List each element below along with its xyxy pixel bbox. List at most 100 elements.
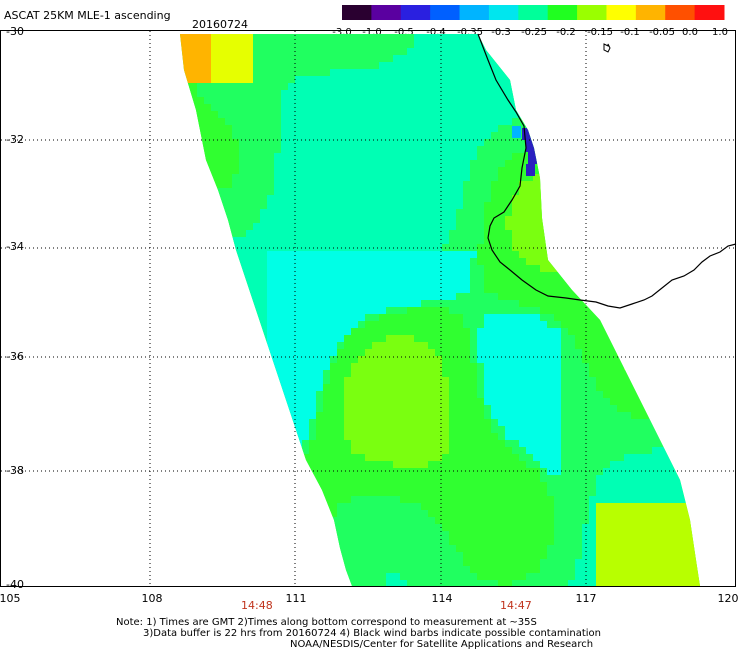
swath-cell	[540, 419, 547, 426]
swath-cell	[365, 363, 372, 370]
swath-cell	[694, 398, 700, 405]
swath-cell	[330, 265, 337, 272]
swath-cell	[554, 321, 561, 328]
swath-cell	[638, 34, 645, 41]
swath-cell	[323, 454, 330, 461]
swath-cell	[477, 384, 484, 391]
swath-cell	[239, 384, 246, 391]
swath-cell	[295, 111, 302, 118]
swath-cell	[232, 76, 239, 83]
swath-cell	[638, 265, 645, 272]
swath-cell	[610, 188, 617, 195]
swath-cell	[449, 391, 456, 398]
swath-cell	[337, 412, 344, 419]
swath-cell	[449, 384, 456, 391]
swath-cell	[456, 377, 463, 384]
swath-cell	[498, 76, 505, 83]
swath-cell	[246, 139, 253, 146]
swath-cell	[659, 153, 666, 160]
swath-cell	[323, 321, 330, 328]
swath-cell	[638, 167, 645, 174]
swath-cell	[687, 41, 694, 48]
swath-cell	[197, 482, 204, 489]
swath-cell	[407, 34, 414, 41]
swath-cell	[288, 111, 295, 118]
swath-cell	[302, 111, 309, 118]
swath-cell	[617, 377, 624, 384]
swath-cell	[180, 349, 183, 356]
swath-cell	[568, 216, 575, 223]
swath-cell	[211, 363, 218, 370]
swath-cell	[190, 48, 197, 55]
swath-cell	[260, 426, 267, 433]
swath-cell	[554, 97, 561, 104]
swath-cell	[183, 328, 190, 335]
swath-cell	[372, 118, 379, 125]
swath-cell	[498, 132, 505, 139]
swath-cell	[309, 489, 316, 496]
swath-cell	[337, 265, 344, 272]
swath-cell	[498, 174, 505, 181]
swath-cell	[225, 384, 232, 391]
swath-cell	[400, 328, 407, 335]
swath-cell	[456, 202, 463, 209]
swath-cell	[470, 265, 477, 272]
swath-cell	[365, 461, 372, 468]
swath-cell	[365, 293, 372, 300]
swath-cell	[421, 363, 428, 370]
swath-cell	[400, 167, 407, 174]
swath-cell	[596, 426, 603, 433]
swath-cell	[687, 419, 694, 426]
swath-cell	[701, 335, 708, 342]
swath-cell	[470, 363, 477, 370]
swath-cell	[498, 69, 505, 76]
swath-cell	[561, 48, 568, 55]
swath-cell	[554, 384, 561, 391]
swath-cell	[533, 41, 540, 48]
swath-cell	[393, 48, 400, 55]
swath-cell	[631, 468, 638, 475]
swath-cell	[673, 104, 680, 111]
swath-cell	[505, 216, 512, 223]
swath-cell	[603, 321, 610, 328]
swath-cell	[456, 62, 463, 69]
swath-cell	[190, 482, 197, 489]
swath-cell	[526, 34, 533, 41]
swath-cell	[638, 475, 645, 482]
swath-cell	[456, 475, 463, 482]
swath-cell	[246, 237, 253, 244]
swath-cell	[379, 97, 386, 104]
swath-cell	[701, 461, 708, 468]
swath-cell	[561, 216, 568, 223]
swath-cell	[225, 244, 232, 251]
swath-cell	[610, 55, 617, 62]
swath-cell	[190, 286, 197, 293]
swath-cell	[631, 223, 638, 230]
swath-cell	[526, 370, 533, 377]
swath-cell	[589, 237, 596, 244]
swath-cell	[239, 391, 246, 398]
swath-cell	[358, 153, 365, 160]
swath-cell	[197, 62, 204, 69]
swath-cell	[582, 153, 589, 160]
swath-cell	[463, 237, 470, 244]
swath-cell	[582, 482, 589, 489]
swath-cell	[617, 174, 624, 181]
swath-cell	[330, 83, 337, 90]
swath-cell	[358, 265, 365, 272]
swath-cell	[267, 272, 274, 279]
swath-cell	[337, 48, 344, 55]
swath-cell	[666, 272, 673, 279]
swath-cell	[680, 167, 687, 174]
swath-cell	[288, 188, 295, 195]
swath-cell	[204, 391, 211, 398]
swath-cell	[659, 447, 666, 454]
swath-cell	[603, 216, 610, 223]
swath-cell	[330, 454, 337, 461]
swath-cell	[666, 384, 673, 391]
swath-cell	[645, 356, 652, 363]
swath-cell	[442, 384, 449, 391]
swath-cell	[463, 461, 470, 468]
swath-cell	[344, 272, 351, 279]
swath-cell	[372, 384, 379, 391]
